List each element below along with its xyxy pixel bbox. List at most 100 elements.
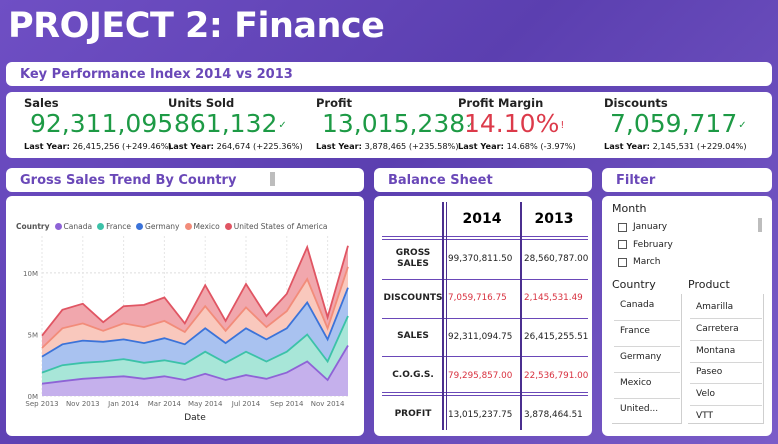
trend-chart-panel: Country Canada France Germany Mexico United … (6, 196, 364, 436)
month-option-label: January (633, 222, 668, 232)
value-2013: 22,536,791.00 (524, 370, 589, 381)
list-separator (690, 318, 762, 319)
month-label: Month (612, 202, 647, 215)
month-checkbox-january[interactable]: January (618, 222, 667, 232)
product-label: Product (688, 278, 730, 291)
series-line (41, 266, 349, 349)
table-divider (382, 317, 588, 319)
kpi-section-header: Key Performance Index 2014 vs 2013 (6, 62, 772, 86)
table-column-divider (442, 202, 444, 430)
header-scroll-handle[interactable] (270, 172, 275, 186)
table-row: GROSS SALES 99,370,811.50 28,560,787.00 (382, 240, 589, 279)
month-checkbox-february[interactable]: February (618, 240, 673, 250)
series-line (41, 287, 349, 358)
table-row: SALES 92,311,094.75 26,415,255.51 (382, 318, 588, 357)
list-separator (614, 346, 680, 347)
kpi-value-text: 861,132 (174, 109, 278, 138)
kpi-last-year: Last Year: 14.68% (-3.97%) (458, 141, 576, 151)
country-label: Country (612, 278, 656, 291)
trend-chart[interactable]: 0M 5M 10M Sep 2013 Nov 2013 Jan 2014 Mar 2014 M… (6, 196, 364, 436)
series-area (42, 316, 348, 384)
trend-header-text: Gross Sales Trend By Country (20, 172, 237, 188)
legend-entry[interactable]: Germany (145, 222, 180, 231)
kpi-value: 13,015,238✓ (322, 110, 475, 140)
product-option[interactable]: Amarilla (696, 302, 734, 312)
product-option[interactable]: VTT (696, 411, 713, 421)
kpi-label: Sales (24, 96, 59, 110)
product-option[interactable]: Montana (696, 345, 736, 356)
table-divider (382, 356, 588, 358)
y-tick-label: 5M (28, 331, 39, 339)
balance-panel: 2014 2013 GROSS SALES 99,370,811.50 28,560,7… (374, 196, 592, 436)
product-option[interactable]: Paseo (696, 367, 723, 378)
table-divider (382, 392, 588, 394)
kpi-last-year-prefix: Last Year: (604, 141, 650, 151)
legend-entry[interactable]: Canada (63, 222, 93, 231)
x-tick-label: Nov 2013 (66, 400, 100, 408)
kpi-value: 92,311,095✓ (30, 110, 183, 140)
list-separator (690, 339, 762, 341)
kpi-last-year-prefix: Last Year: (458, 141, 504, 151)
kpi-value: 7,059,717✓ (610, 110, 747, 140)
kpi-value: 861,132✓ (174, 110, 303, 140)
list-separator (614, 372, 680, 373)
check-icon: ✓ (278, 120, 287, 131)
product-list (688, 294, 764, 424)
kpi-last-year-value: 14.68% (-3.97%) (506, 141, 576, 151)
x-axis-label: Date (184, 413, 206, 423)
value-2014: 79,295,857.00 (448, 370, 513, 381)
list-separator (614, 398, 680, 399)
kpi-value-text: 14.10% (464, 109, 560, 138)
x-tick-label: Nov 2014 (311, 400, 345, 408)
kpi-last-year-value: 26,415,256 (+249.46%) (72, 141, 172, 151)
checkbox-icon[interactable] (618, 240, 627, 249)
kpi-value: 14.10%! (464, 110, 576, 140)
kpi-last-year: Last Year: 264,674 (+225.36%) (168, 141, 303, 151)
kpi-value-text: 13,015,238 (322, 109, 466, 138)
country-option[interactable]: Mexico (620, 378, 652, 388)
month-checkbox-march[interactable]: March (618, 257, 660, 267)
kpi-last-year-prefix: Last Year: (168, 141, 214, 151)
x-tick-label: Mar 2014 (148, 400, 182, 408)
checkbox-icon[interactable] (618, 222, 627, 232)
kpi-card: Units Sold 861,132✓ Last Year: 264,674 (+2… (168, 96, 303, 151)
product-option[interactable]: Velo (696, 389, 716, 400)
table-column-divider (520, 202, 522, 430)
value-2013: 28,560,787.00 (524, 254, 589, 265)
table-column-divider (446, 202, 447, 430)
checkbox-icon[interactable] (618, 257, 627, 267)
check-icon: ✓ (174, 120, 183, 131)
kpi-label: Profit Margin (458, 96, 544, 110)
kpi-last-year-value: 2,145,531 (+229.04%) (652, 141, 747, 151)
kpi-value-text: 7,059,717 (610, 109, 738, 138)
x-tick-label: Jul 2014 (231, 400, 261, 408)
country-option[interactable]: Germany (620, 352, 662, 362)
series-area (42, 345, 348, 396)
kpi-label: Discounts (604, 96, 668, 110)
value-2014: 92,311,094.75 (448, 331, 513, 342)
country-option[interactable]: France (620, 326, 650, 336)
year-2014-header: 2014 (462, 211, 502, 227)
month-scrollbar[interactable] (758, 218, 762, 232)
legend-entry[interactable]: Mexico (193, 222, 220, 231)
legend-dot (136, 223, 144, 230)
country-option[interactable]: United... (620, 404, 659, 414)
balance-header-row: 2014 2013 (382, 202, 588, 236)
series-area (42, 287, 348, 373)
legend-dot (224, 223, 232, 230)
row-label: DISCOUNTS (383, 292, 443, 303)
country-option[interactable]: Canada (620, 300, 655, 310)
product-option[interactable]: Carretera (696, 323, 739, 334)
legend-dot (97, 223, 105, 230)
legend-entry[interactable]: France (106, 222, 132, 231)
page-title: PROJECT 2: Finance (8, 6, 385, 46)
kpi-value-text: 92,311,095 (30, 109, 174, 138)
trend-section-header: Gross Sales Trend By Country (6, 168, 364, 192)
legend-entry[interactable]: United States of America (233, 222, 328, 231)
year-2013-header: 2013 (534, 211, 574, 227)
filter-header-text: Filter (616, 172, 656, 188)
kpi-card: Profit 13,015,238✓ Last Year: 3,878,465 (+… (316, 96, 475, 151)
kpi-last-year: Last Year: 2,145,531 (+229.04%) (604, 141, 747, 151)
legend-dot (54, 223, 62, 230)
value-2014: 13,015,237.75 (448, 409, 513, 420)
